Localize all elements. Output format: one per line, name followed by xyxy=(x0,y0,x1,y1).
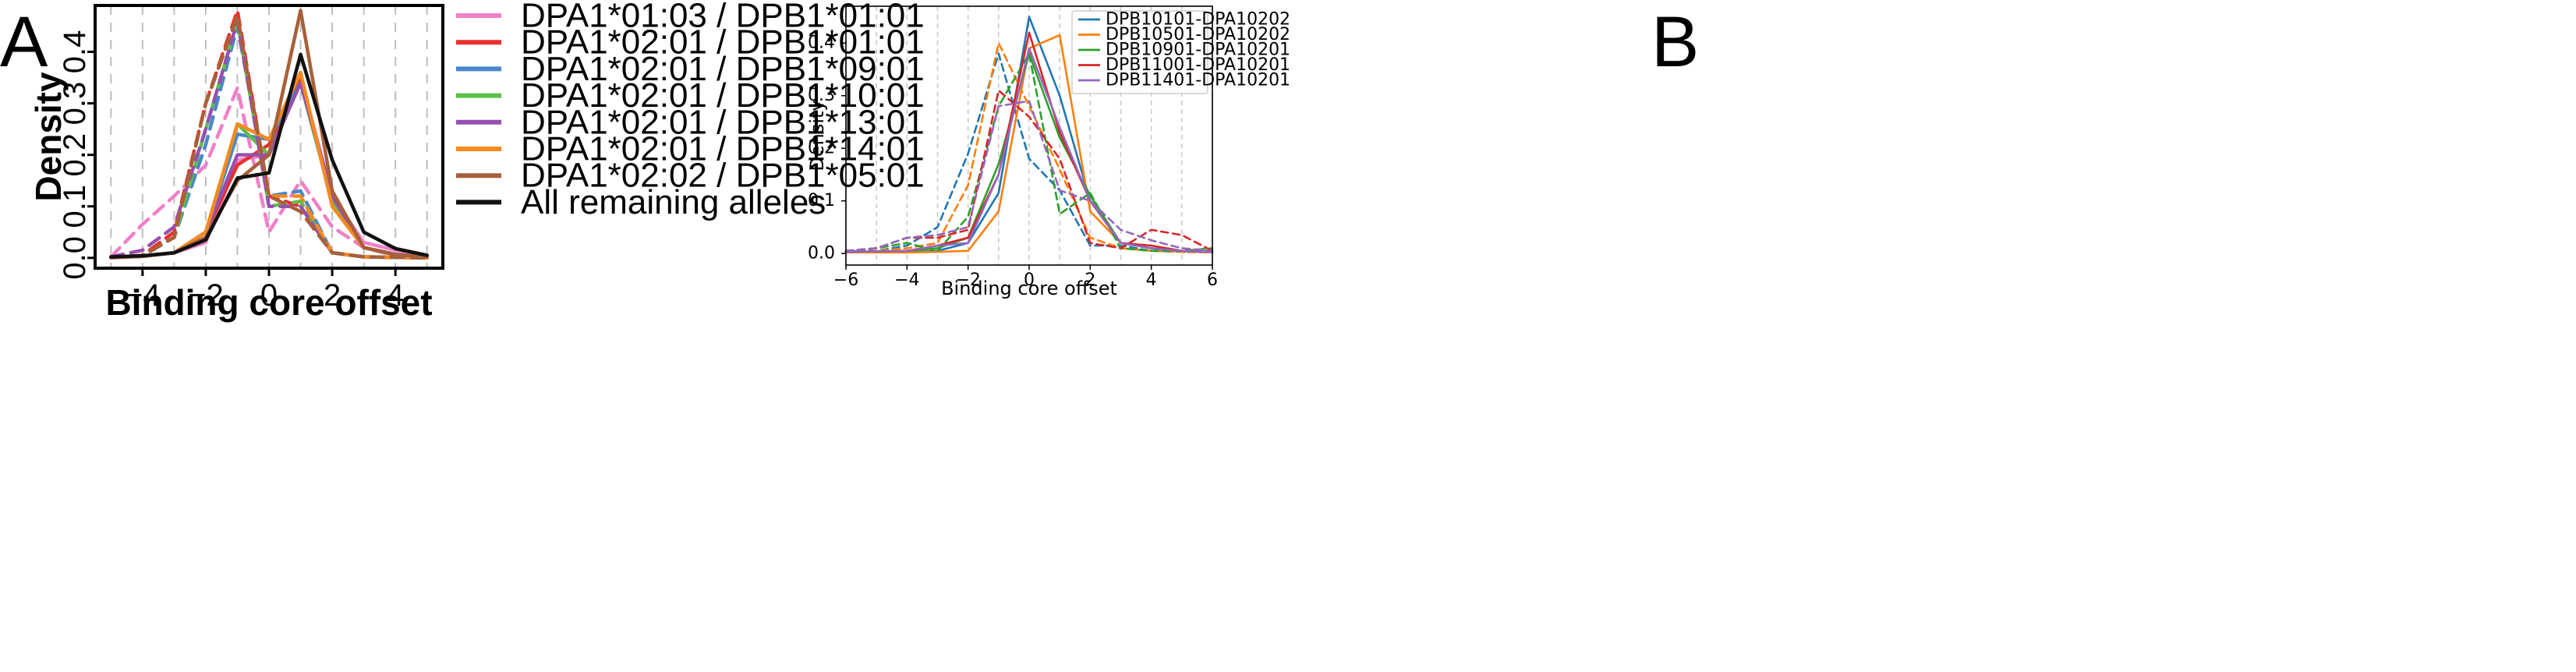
legend-label: DPB10501-DPA10202 xyxy=(1106,25,1290,44)
y-axis-label: Density xyxy=(806,100,828,171)
panel-letter-b: B xyxy=(1651,2,1699,82)
x-tick-label: 2 xyxy=(324,278,341,313)
legend-item-dpa1-02-01-dpb1-14-01: DPA1*02:01 / DPB1*14:01 xyxy=(456,130,925,168)
legend-label: DPA1*02:01 / DPB1*10:01 xyxy=(521,76,925,115)
panel-letter-a: A xyxy=(0,2,48,82)
legend-item-dpa1-02-01-dpb1-09-01: DPA1*02:01 / DPB1*09:01 xyxy=(456,50,925,88)
legend-label: DPB10101-DPA10202 xyxy=(1106,10,1290,30)
x-axis-label: Binding core offset xyxy=(105,282,432,323)
legend-label: DPA1*02:01 / DPB1*13:01 xyxy=(521,103,925,141)
series-dpb10101-dpa10202-dashed-line xyxy=(844,52,1214,254)
x-tick-label: −6 xyxy=(833,271,858,290)
legend-label: All remaining alleles xyxy=(521,183,826,221)
x-tick-label: −2 xyxy=(188,278,224,313)
legend-label: DPB11401-DPA10201 xyxy=(1106,71,1290,90)
legend-label: DPA1*02:02 / DPB1*05:01 xyxy=(521,157,925,195)
legend-item-all-remaining-alleles: All remaining alleles xyxy=(456,183,826,221)
y-tick-label: 0.1 xyxy=(58,185,92,228)
series-dpa1-02-02-dpb1-05-01-dashed-line xyxy=(109,13,429,260)
legend-label: DPA1*02:01 / DPB1*01:01 xyxy=(521,23,925,62)
x-tick-label: 0 xyxy=(1024,271,1035,290)
legend-item-dpa1-02-01-dpb1-01-01: DPA1*02:01 / DPB1*01:01 xyxy=(456,23,925,62)
y-tick-label: 0.0 xyxy=(58,236,92,280)
y-tick-label: 0.1 xyxy=(808,191,835,210)
series-dpb10501-dpa10202-dashed-line xyxy=(844,41,1214,254)
y-tick-label: 0.4 xyxy=(808,34,835,53)
x-axis-label: Binding core offset xyxy=(941,278,1117,299)
legend-box xyxy=(1071,10,1208,94)
series-dpb11401-dpa10201-dashed-line xyxy=(844,100,1214,253)
y-tick-label: 0.3 xyxy=(58,82,92,126)
legend-item-dpa1-02-01-dpb1-13-01: DPA1*02:01 / DPB1*13:01 xyxy=(456,103,925,141)
legend-item-dpa1-02-02-dpb1-05-01: DPA1*02:02 / DPB1*05:01 xyxy=(456,157,925,195)
x-tick-label: 4 xyxy=(387,278,404,313)
y-tick-label: 0.0 xyxy=(808,244,835,263)
x-tick-label: 6 xyxy=(1207,271,1218,290)
legend-item-dpb10101-dpa10202: DPB10101-DPA10202 xyxy=(1078,10,1290,30)
legend-label: DPB10901-DPA10201 xyxy=(1106,41,1290,60)
y-tick-label: 0.4 xyxy=(58,30,92,74)
chart-panel-b: −6 −4 −2 0 2 4 6 0.0 0.1 0.2 0.3 0.4 Binding core of… xyxy=(806,5,1218,299)
y-axis-label: Density xyxy=(28,72,69,202)
legend-item-dpb11401-dpa10201: DPB11401-DPA10201 xyxy=(1078,71,1290,90)
legend-item-dpb10501-dpa10202: DPB10501-DPA10202 xyxy=(1078,25,1290,44)
y-tick-label: 0.3 xyxy=(808,86,835,105)
legend-item-dpb11001-dpa10201: DPB11001-DPA10201 xyxy=(1078,55,1290,75)
series-dpb10901-dpa10201-dashed-line xyxy=(844,52,1214,253)
series-dpb11401-dpa10201-solid-line xyxy=(844,47,1214,253)
y-tick-label: 0.2 xyxy=(808,139,835,158)
x-tick-label: −4 xyxy=(125,278,161,313)
legend-label: DPA1*02:01 / DPB1*14:01 xyxy=(521,130,925,168)
legend-item-dpb10901-dpa10201: DPB10901-DPA10201 xyxy=(1078,41,1290,60)
x-tick-label: −2 xyxy=(955,271,980,290)
legend-item-dpa1-02-01-dpb1-10-01: DPA1*02:01 / DPB1*10:01 xyxy=(456,76,925,115)
series-dpa1-02-01-dpb1-13-01-dashed-line xyxy=(109,19,429,260)
series-all-remaining-alleles-solid-line xyxy=(109,52,429,259)
x-tick-label: 0 xyxy=(260,278,278,313)
legend-label: DPA1*02:01 / DPB1*09:01 xyxy=(521,50,925,88)
x-tick-label: 4 xyxy=(1146,271,1157,290)
y-tick-label: 0.2 xyxy=(58,133,92,177)
legend-label: DPB11001-DPA10201 xyxy=(1106,55,1290,75)
legend-panel-b: DPB10101-DPA10202DPB10501-DPA10202DPB109… xyxy=(1071,10,1290,94)
x-tick-label: 2 xyxy=(1085,271,1095,290)
chart-panel-a: −4 −2 0 2 4 0.0 0.1 0.2 0.3 0.4 Binding core offse… xyxy=(28,4,444,323)
x-tick-label: −4 xyxy=(894,271,919,290)
